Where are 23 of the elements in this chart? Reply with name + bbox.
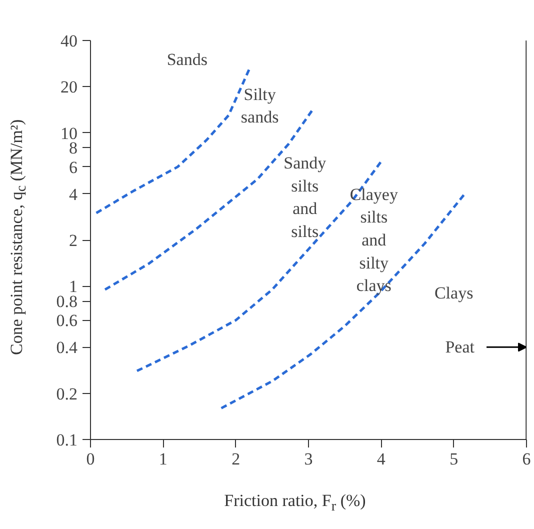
y-tick-label: 4 (69, 184, 78, 204)
y-tick-label: 20 (60, 78, 78, 97)
x-axis-title: Friction ratio, F$_{r}$ (%) (224, 490, 366, 516)
annotation: Sandy silts and silts (284, 154, 327, 241)
x-tick-label: 5 (450, 450, 458, 468)
x-tick-label: 1 (158, 450, 168, 468)
annotation: Peat (445, 338, 475, 357)
y-tick-label: 0.2 (56, 384, 78, 404)
x-tick-label: 4 (376, 450, 386, 468)
x-tick-label: 3 (304, 450, 313, 468)
x-tick-label: 6 (522, 450, 531, 468)
y-tick-label: 2 (69, 231, 78, 250)
x-tick-label: 2 (232, 450, 240, 468)
y-tick-label: 0.1 (56, 430, 78, 450)
annotation: Clayey silts and silty clays (350, 184, 398, 296)
y-tick-label: 6 (69, 158, 78, 177)
annotation: Silty sands (240, 84, 279, 127)
y-tick-label: 40 (60, 32, 78, 50)
y-tick-label: 0.4 (56, 338, 78, 358)
annotation: Sands (166, 50, 208, 70)
annotation: Clays (434, 284, 474, 303)
x-tick-label: 0 (86, 450, 95, 468)
y-tick-label: 0.6 (56, 311, 78, 330)
